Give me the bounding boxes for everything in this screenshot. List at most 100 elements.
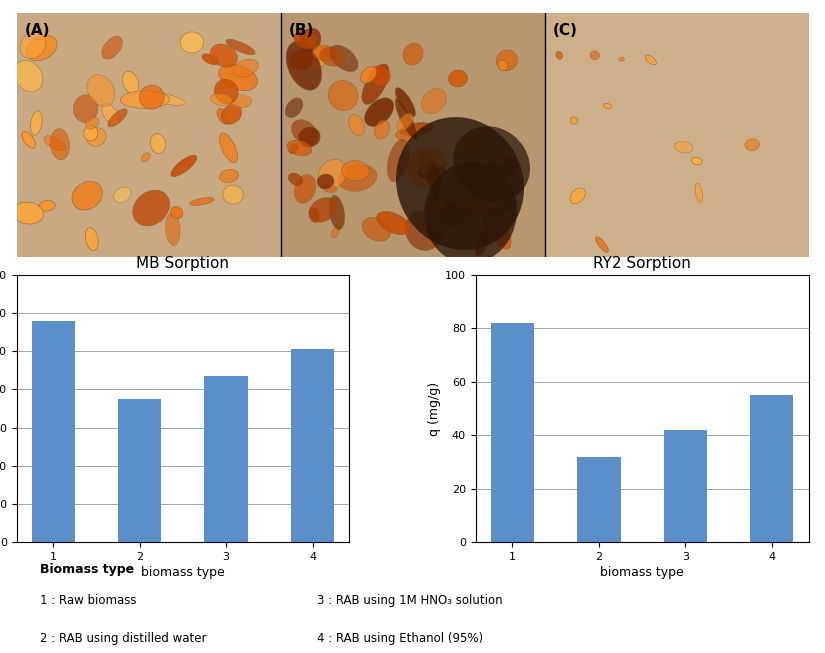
Ellipse shape xyxy=(362,217,391,241)
Ellipse shape xyxy=(419,151,431,175)
Ellipse shape xyxy=(645,55,657,65)
Ellipse shape xyxy=(500,157,519,180)
Ellipse shape xyxy=(745,139,760,151)
Ellipse shape xyxy=(430,191,440,202)
Text: 1 : Raw biomass: 1 : Raw biomass xyxy=(40,594,137,607)
Ellipse shape xyxy=(395,88,416,117)
Ellipse shape xyxy=(604,103,611,109)
Ellipse shape xyxy=(202,54,219,65)
Ellipse shape xyxy=(219,170,238,183)
Ellipse shape xyxy=(338,165,377,191)
Ellipse shape xyxy=(467,175,487,210)
Ellipse shape xyxy=(319,47,345,66)
Ellipse shape xyxy=(590,51,600,59)
Ellipse shape xyxy=(332,227,340,238)
Ellipse shape xyxy=(473,185,495,205)
Ellipse shape xyxy=(114,187,131,202)
Ellipse shape xyxy=(150,134,166,153)
Ellipse shape xyxy=(31,111,42,135)
Ellipse shape xyxy=(387,140,409,182)
Ellipse shape xyxy=(313,45,336,61)
Y-axis label: q (mg/g): q (mg/g) xyxy=(428,381,441,436)
Ellipse shape xyxy=(171,155,197,176)
Ellipse shape xyxy=(328,80,358,110)
Ellipse shape xyxy=(288,173,303,185)
Ellipse shape xyxy=(570,117,577,124)
Ellipse shape xyxy=(228,95,252,108)
Ellipse shape xyxy=(395,99,417,139)
Ellipse shape xyxy=(73,95,98,122)
Ellipse shape xyxy=(674,141,693,153)
Ellipse shape xyxy=(86,127,106,146)
Ellipse shape xyxy=(294,30,317,49)
Ellipse shape xyxy=(408,147,444,187)
Ellipse shape xyxy=(483,206,511,249)
Ellipse shape xyxy=(101,36,122,59)
Ellipse shape xyxy=(497,50,517,71)
Ellipse shape xyxy=(233,59,258,77)
Ellipse shape xyxy=(217,108,229,124)
Ellipse shape xyxy=(219,133,238,163)
Ellipse shape xyxy=(423,197,469,229)
Ellipse shape xyxy=(397,114,413,131)
Ellipse shape xyxy=(422,89,446,114)
Bar xyxy=(544,13,808,257)
Ellipse shape xyxy=(342,161,370,181)
Ellipse shape xyxy=(440,203,464,227)
Text: (B): (B) xyxy=(289,23,314,38)
Ellipse shape xyxy=(142,91,186,105)
Text: (C): (C) xyxy=(553,23,577,38)
Ellipse shape xyxy=(44,136,66,150)
Ellipse shape xyxy=(329,45,358,72)
Ellipse shape xyxy=(141,153,150,162)
Ellipse shape xyxy=(396,129,419,142)
Ellipse shape xyxy=(318,159,346,189)
Bar xyxy=(291,349,334,542)
Ellipse shape xyxy=(362,64,389,104)
Ellipse shape xyxy=(14,60,43,91)
Ellipse shape xyxy=(317,174,334,189)
Ellipse shape xyxy=(221,104,242,124)
Ellipse shape xyxy=(570,188,586,204)
Ellipse shape xyxy=(286,41,322,90)
Ellipse shape xyxy=(490,199,518,218)
Ellipse shape xyxy=(322,185,337,193)
Ellipse shape xyxy=(349,114,365,136)
Ellipse shape xyxy=(400,123,433,136)
Bar xyxy=(205,376,248,542)
Ellipse shape xyxy=(289,144,299,153)
Ellipse shape xyxy=(445,197,457,207)
Ellipse shape xyxy=(309,207,319,223)
Ellipse shape xyxy=(483,162,509,186)
Bar xyxy=(491,323,534,542)
Ellipse shape xyxy=(85,117,99,129)
Ellipse shape xyxy=(454,126,530,202)
Bar xyxy=(31,321,75,542)
Ellipse shape xyxy=(299,127,320,147)
Title: RY2 Sorption: RY2 Sorption xyxy=(593,256,691,271)
Ellipse shape xyxy=(449,70,468,87)
Ellipse shape xyxy=(12,202,44,224)
Ellipse shape xyxy=(295,174,316,203)
Ellipse shape xyxy=(417,165,446,178)
Ellipse shape xyxy=(223,185,243,204)
Ellipse shape xyxy=(405,210,442,251)
Ellipse shape xyxy=(455,199,477,216)
Ellipse shape xyxy=(72,182,102,210)
Ellipse shape xyxy=(180,32,204,53)
Bar xyxy=(280,13,544,257)
Ellipse shape xyxy=(226,39,255,55)
Ellipse shape xyxy=(299,28,321,52)
Ellipse shape xyxy=(396,117,524,250)
Ellipse shape xyxy=(423,159,440,180)
Title: MB Sorption: MB Sorption xyxy=(136,256,229,271)
Ellipse shape xyxy=(497,60,508,71)
Ellipse shape xyxy=(291,119,317,144)
Ellipse shape xyxy=(619,57,625,61)
Ellipse shape xyxy=(120,91,169,108)
Ellipse shape xyxy=(596,236,608,252)
Ellipse shape xyxy=(101,104,120,125)
Ellipse shape xyxy=(287,140,312,155)
X-axis label: biomass type: biomass type xyxy=(141,566,224,579)
Ellipse shape xyxy=(214,79,238,104)
